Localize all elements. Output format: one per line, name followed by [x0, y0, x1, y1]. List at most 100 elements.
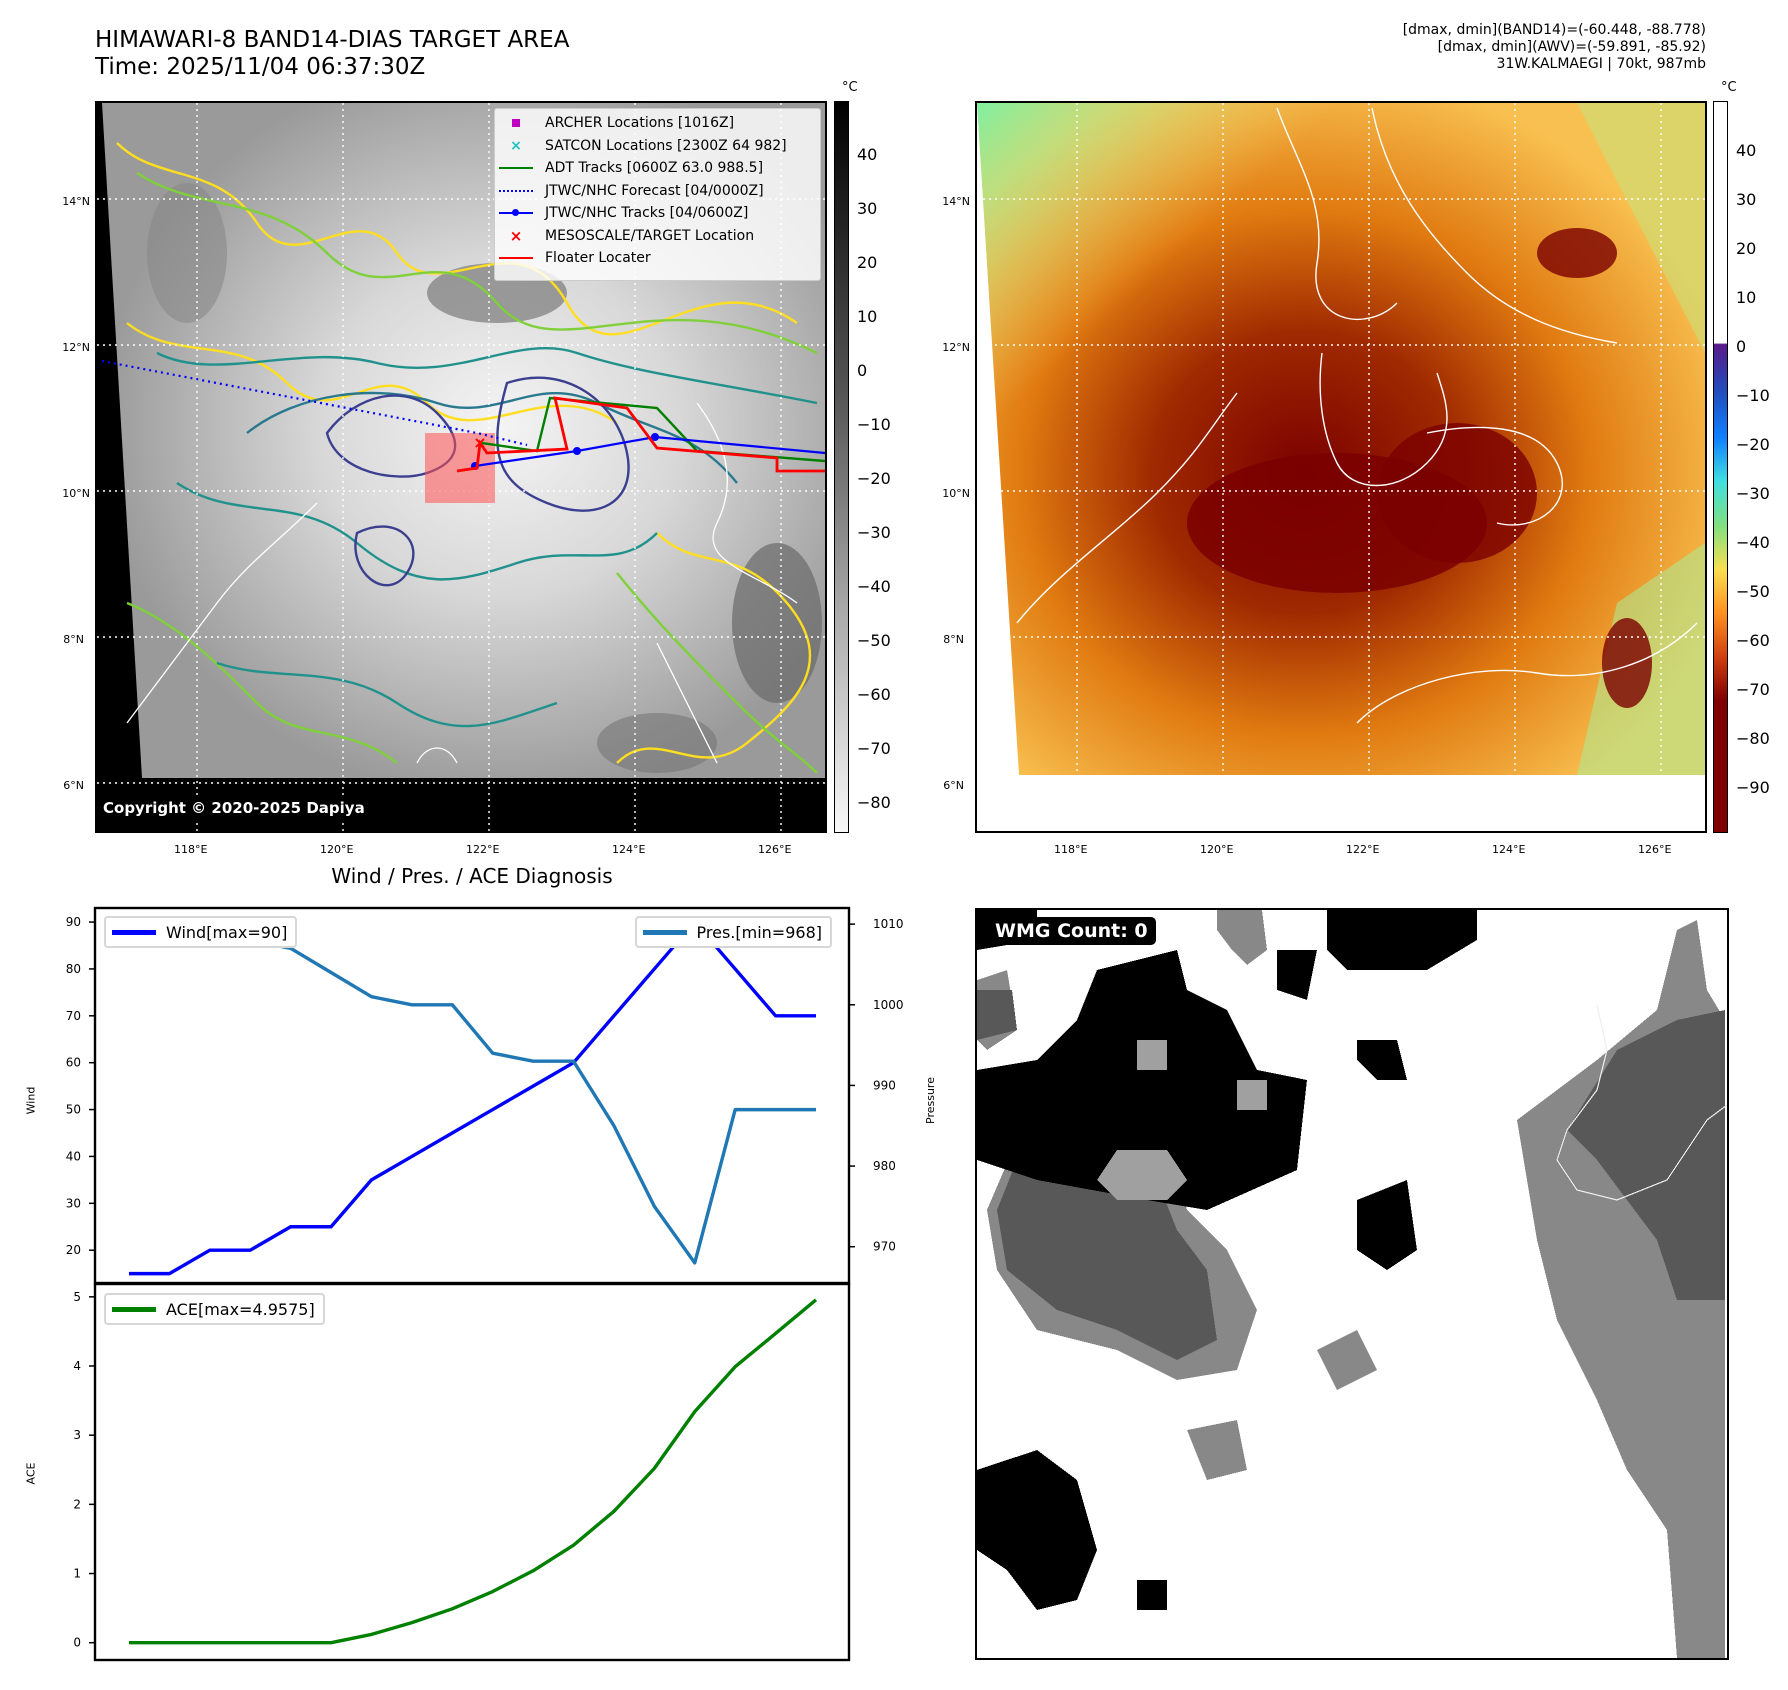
- wind-tick-label: 80: [66, 962, 81, 976]
- awv-map-image: [977, 103, 1705, 831]
- ace-tick-label: 4: [73, 1359, 81, 1373]
- legend-item-jtwc-tracks: JTWC/NHC Tracks [04/0600Z]: [495, 202, 820, 225]
- lon-ticks-left: 118°E 120°E 122°E 124°E 126°E: [95, 843, 827, 859]
- ace-tick-label: 2: [73, 1497, 81, 1511]
- line-dot-icon: [495, 206, 537, 220]
- diagnosis-title: Wind / Pres. / ACE Diagnosis: [331, 864, 613, 888]
- ace-tick-label: 3: [73, 1428, 81, 1442]
- colorbar-tick: −70: [857, 739, 891, 758]
- wind-tick-label: 40: [66, 1149, 81, 1163]
- plot-frame: [93, 906, 851, 1285]
- title-line-1: HIMAWARI-8 BAND14-DIAS TARGET AREA: [95, 27, 570, 53]
- lon-tick: 124°E: [1492, 843, 1526, 856]
- lat-tick: 10°N: [62, 487, 90, 500]
- colorbar-tick: −10: [857, 415, 891, 434]
- wind-pressure-plot: 20 30 40 50 60 70 80 90 970 980 990 1000 1010: [66, 906, 904, 1285]
- colorbar-tick: −50: [1736, 582, 1770, 601]
- chart-title: HIMAWARI-8 BAND14-DIAS TARGET AREA Time:…: [95, 27, 569, 81]
- lat-tick: 14°N: [62, 195, 90, 208]
- ace-plot: 0 1 2 3 4 5: [73, 1283, 851, 1662]
- colorbar-tick: 0: [857, 361, 868, 380]
- colorbar-tick: −80: [1736, 729, 1770, 748]
- colorbar-tick: 40: [1736, 141, 1757, 160]
- colorbar-tick: −30: [857, 523, 891, 542]
- colorbar-tick: 30: [1736, 190, 1757, 209]
- colorbar-awv: [1713, 101, 1728, 833]
- wind-tick-label: 50: [66, 1103, 81, 1117]
- lon-tick: 118°E: [1054, 843, 1088, 856]
- colorbar-tick: 10: [1736, 288, 1757, 307]
- colorbar-tick: 20: [857, 253, 878, 272]
- colorbar-tick: 0: [1736, 337, 1747, 356]
- lat-tick: 6°N: [943, 779, 964, 792]
- lon-tick: 120°E: [1200, 843, 1234, 856]
- colorbar-tick: −30: [1736, 484, 1770, 503]
- band14-map: × Copyright © 2020-2025 Dapiya ARCHER Lo…: [95, 101, 827, 833]
- lat-tick: 12°N: [942, 341, 970, 354]
- ace-tick-label: 0: [73, 1636, 81, 1650]
- wind-tick-label: 30: [66, 1196, 81, 1210]
- wind-tick-label: 20: [66, 1243, 81, 1257]
- x-marker-icon: ×: [509, 226, 523, 245]
- ace-axis-label: ACE: [24, 1462, 38, 1484]
- colorbar-grayscale: [834, 101, 849, 833]
- pressure-legend: Pres.[min=968]: [634, 916, 832, 948]
- ace-legend-swatch: [112, 1306, 156, 1312]
- solid-line-icon: [495, 251, 537, 265]
- lon-tick: 122°E: [1346, 843, 1380, 856]
- legend-item-floater: Floater Locater: [495, 247, 820, 270]
- colorbar-tick: −40: [857, 577, 891, 596]
- title-line-2: Time: 2025/11/04 06:37:30Z: [95, 54, 426, 80]
- ace-chart: 0 1 2 3 4 5 ACE ACE[max=4.9575]: [0, 1283, 860, 1683]
- pressure-legend-swatch: [642, 929, 687, 935]
- info-band14: [dmax, dmin](BAND14)=(-60.448, -88.778): [1402, 22, 1706, 38]
- colorbar-unit-right: °C: [1721, 80, 1737, 95]
- wind-legend: Wind[max=90]: [104, 916, 298, 948]
- info-awv: [dmax, dmin](AWV)=(-59.891, -85.92): [1437, 39, 1706, 55]
- copyright-label: Copyright © 2020-2025 Dapiya: [97, 797, 371, 819]
- colorbar-unit-left: °C: [842, 80, 858, 95]
- wind-tick-label: 60: [66, 1056, 81, 1070]
- pressure-legend-label: Pres.[min=968]: [696, 922, 822, 942]
- wind-series-line: [129, 920, 816, 1276]
- lat-tick: 6°N: [63, 779, 84, 792]
- colorbar-tick: −10: [1736, 386, 1770, 405]
- pressure-tick-label: 980: [873, 1159, 896, 1173]
- colorbar-tick: −40: [1736, 533, 1770, 552]
- square-marker-icon: [495, 116, 537, 130]
- colorbar-tick: 40: [857, 145, 878, 164]
- wmg-count-label: WMG Count: 0: [987, 917, 1156, 945]
- lon-tick: 118°E: [174, 843, 208, 856]
- lat-tick: 8°N: [63, 633, 84, 646]
- x-marker-icon: ×: [510, 137, 522, 154]
- colorbar-tick: 30: [857, 199, 878, 218]
- wind-tick-label: 90: [66, 915, 81, 929]
- legend-item-forecast: JTWC/NHC Forecast [04/0000Z]: [495, 180, 820, 203]
- pressure-tick-label: 1000: [873, 998, 904, 1012]
- pressure-series-line: [128, 922, 816, 1265]
- ace-legend-label: ACE[max=4.9575]: [166, 1299, 315, 1319]
- colorbar-left-ticks: 40 30 20 10 0 −10 −20 −30 −40 −50 −60 −70 −80: [857, 101, 917, 833]
- colorbar-tick: −60: [1736, 631, 1770, 650]
- lat-tick: 8°N: [943, 633, 964, 646]
- ace-tick-label: 5: [73, 1290, 81, 1304]
- pressure-tick-label: 990: [873, 1078, 896, 1092]
- ace-series-line: [129, 1298, 818, 1645]
- lon-ticks-right: 118°E 120°E 122°E 124°E 126°E: [975, 843, 1707, 859]
- lon-tick: 122°E: [466, 843, 500, 856]
- wind-legend-label: Wind[max=90]: [166, 922, 288, 942]
- wind-legend-swatch: [112, 929, 156, 935]
- colorbar-tick: −20: [857, 469, 891, 488]
- pressure-tick-label: 1010: [873, 917, 904, 931]
- lat-tick: 12°N: [62, 341, 90, 354]
- legend-item-mesoscale: × MESOSCALE/TARGET Location: [495, 225, 820, 248]
- info-storm: 31W.KALMAEGI | 70kt, 987mb: [1496, 56, 1706, 72]
- lon-tick: 126°E: [758, 843, 792, 856]
- map-legend: ARCHER Locations [1016Z] × SATCON Locati…: [494, 108, 821, 281]
- ace-legend: ACE[max=4.9575]: [104, 1293, 325, 1325]
- wind-tick-label: 70: [66, 1009, 81, 1023]
- wind-pressure-chart: 20 30 40 50 60 70 80 90 970 980 990 1000 1010 Wind P…: [0, 900, 960, 1290]
- lon-tick: 120°E: [320, 843, 354, 856]
- legend-item-adt: ADT Tracks [0600Z 63.0 988.5]: [495, 157, 820, 180]
- lon-tick: 126°E: [1638, 843, 1672, 856]
